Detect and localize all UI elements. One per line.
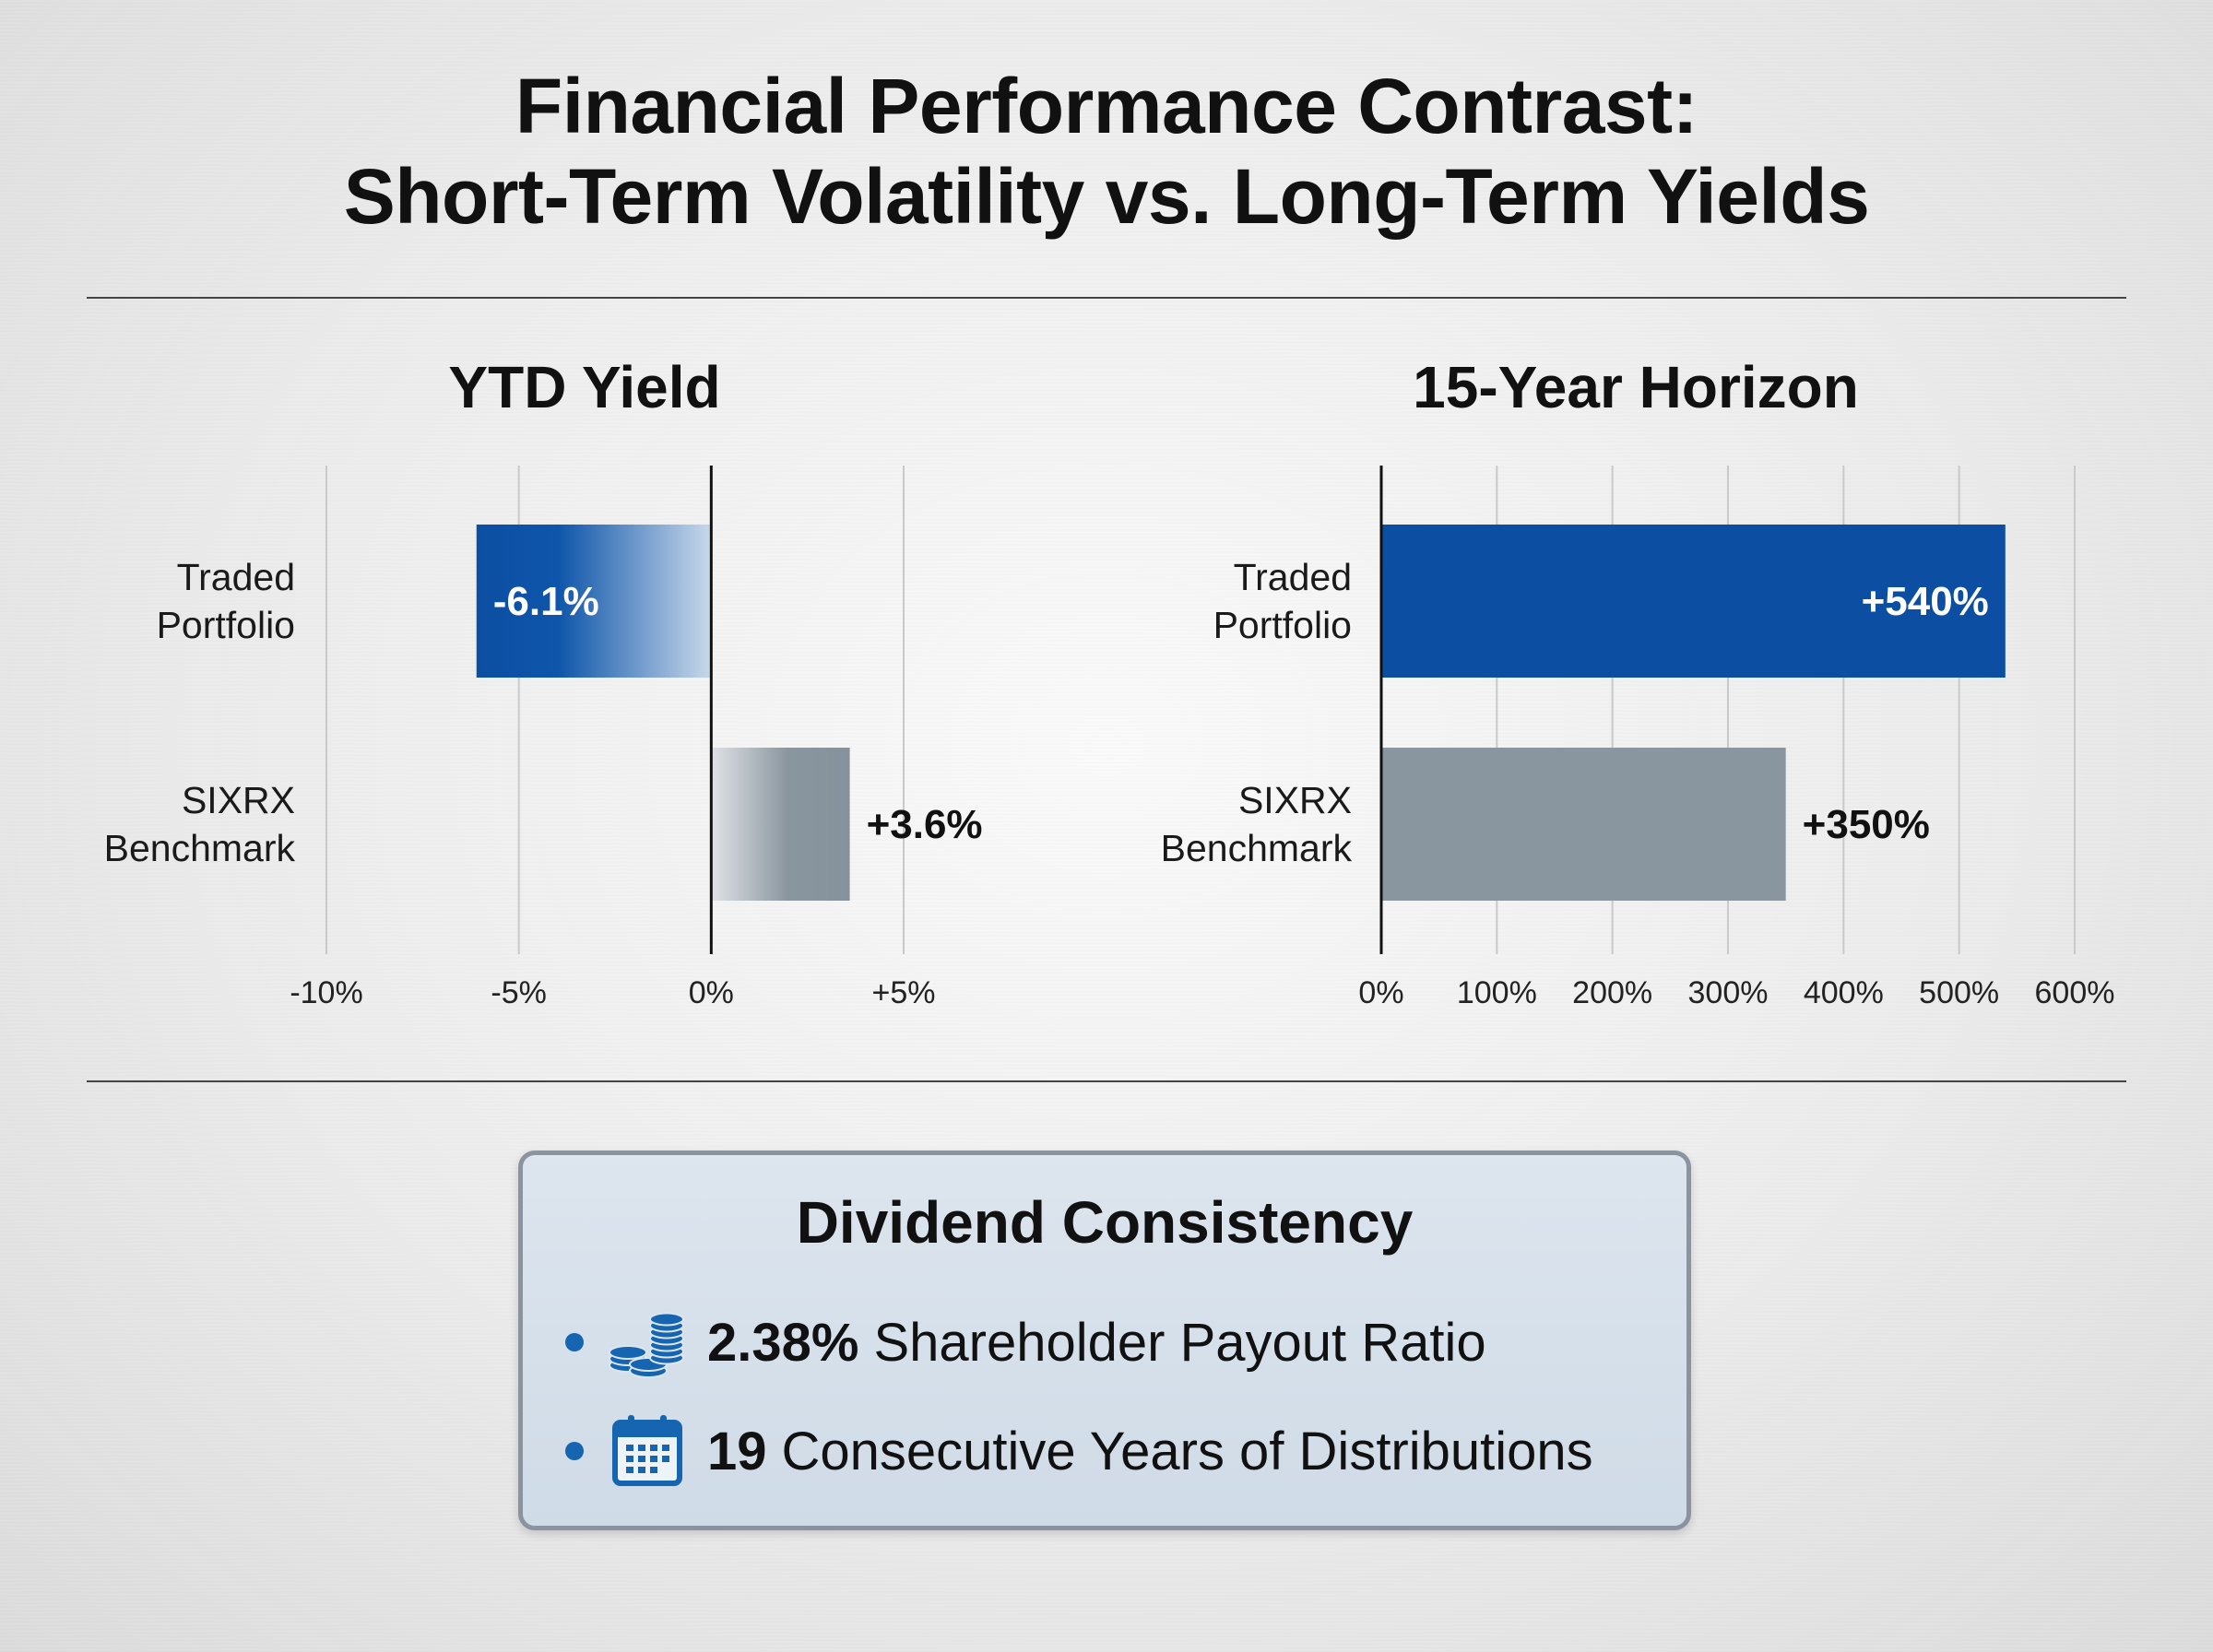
horizon-tick-label: 0% [1358,975,1403,1010]
horizon-tick-label: 100% [1457,975,1537,1010]
ytd-category-label: Traded [177,556,295,598]
coin-stack-icon [606,1301,689,1384]
ytd-chart-title: YTD Yield [448,354,720,420]
ytd-bar-portfolio [476,525,712,678]
horizon-tick-label: 300% [1688,975,1769,1010]
horizon-category-label: Portfolio [1213,604,1352,646]
horizon-data-label: +350% [1803,802,1930,847]
ytd-tick-label: -10% [290,975,362,1010]
distribution-years-label: Consecutive Years of Distributions [781,1421,1593,1481]
top-divider [87,297,2126,299]
horizon-bar-portfolio [1381,525,2006,678]
dividend-item-years-row: 19 Consecutive Years of Distributions [565,1410,1593,1493]
dividend-item-payout-row: 2.38% Shareholder Payout Ratio [565,1301,1486,1384]
ytd-category-label: SIXRX [182,779,295,821]
payout-ratio-label: Shareholder Payout Ratio [873,1312,1486,1373]
ytd-category-label: Benchmark [104,827,296,869]
horizon-data-label: +540% [1862,579,1989,624]
bottom-divider [87,1080,2126,1082]
ytd-data-label: +3.6% [867,802,983,847]
charts-area: YTD Yield -10% -5% 0% +5% Traded Portfolio -6.1… [104,354,2115,1010]
ytd-tick-label: -5% [491,975,546,1010]
dividend-title: Dividend Consistency [796,1189,1414,1256]
horizon-category-label: SIXRX [1238,779,1352,821]
horizon-chart-title: 15-Year Horizon [1413,354,1859,420]
horizon-category-label: Benchmark [1161,827,1353,869]
payout-ratio-value: 2.38% [707,1312,859,1373]
page-title: Financial Performance Contrast: Short-Te… [0,61,2213,242]
ytd-tick-label: +5% [872,975,936,1010]
horizon-bar-benchmark [1381,748,1786,901]
dividend-consistency-panel: Dividend Consistency [518,1150,1691,1530]
title-line-2: Short-Term Volatility vs. Long-Term Yiel… [343,153,1870,240]
ytd-bar-benchmark [711,748,850,901]
calendar-icon [606,1410,689,1493]
horizon-tick-label: 400% [1804,975,1884,1010]
ytd-data-label: -6.1% [493,579,599,624]
title-line-1: Financial Performance Contrast: [515,63,1698,149]
ytd-category-label: Portfolio [157,604,295,646]
distribution-years-value: 19 [707,1421,767,1481]
bullet-dot [565,1442,584,1460]
horizon-category-label: Traded [1234,556,1352,598]
ytd-tick-label: 0% [689,975,734,1010]
horizon-tick-label: 500% [1919,975,1999,1010]
horizon-tick-label: 600% [2035,975,2115,1010]
horizon-tick-label: 200% [1572,975,1652,1010]
bullet-dot [565,1333,584,1351]
